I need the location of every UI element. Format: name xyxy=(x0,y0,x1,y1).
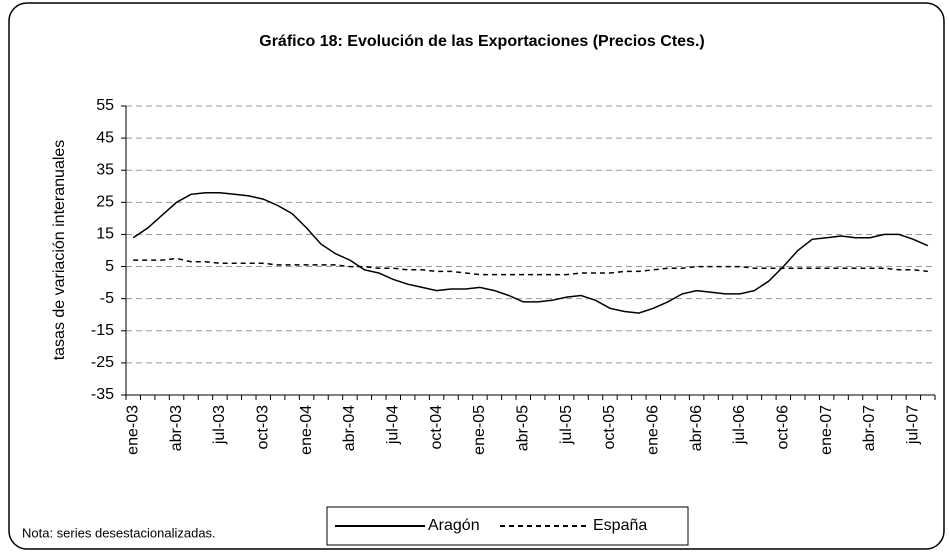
x-tick-label: oct-03 xyxy=(254,405,271,450)
y-tick-label: -25 xyxy=(91,354,114,371)
x-tick-label: jul-03 xyxy=(211,405,228,445)
y-tick-label: 45 xyxy=(96,129,114,146)
y-tick-label: -15 xyxy=(91,322,114,339)
x-tick-label: oct-05 xyxy=(601,405,618,450)
x-tick-label: ene-07 xyxy=(818,405,835,455)
x-tick-label: ene-03 xyxy=(124,405,141,455)
x-tick-label: abr-07 xyxy=(861,405,878,451)
y-tick-label: 5 xyxy=(105,258,114,275)
x-tick-label: ene-04 xyxy=(298,405,315,455)
x-tick-label: abr-03 xyxy=(168,405,185,451)
x-tick-label: jul-06 xyxy=(731,405,748,445)
legend-label: España xyxy=(593,517,647,534)
y-tick-label: 25 xyxy=(96,194,114,211)
series-line xyxy=(132,191,929,314)
y-axis-label: tasas de variación interanuales xyxy=(51,140,68,361)
x-tick-label: jul-07 xyxy=(905,405,922,445)
x-tick-label: ene-06 xyxy=(645,405,662,455)
x-tick-label: abr-04 xyxy=(341,405,358,451)
x-tick-label: abr-06 xyxy=(688,405,705,451)
x-tick-label: oct-04 xyxy=(428,405,445,450)
chart-title: Gráfico 18: Evolución de las Exportacion… xyxy=(259,33,704,50)
y-tick-label: -5 xyxy=(100,290,114,307)
frame xyxy=(8,2,945,550)
y-tick-label: 15 xyxy=(96,226,114,243)
x-tick-label: ene-05 xyxy=(471,405,488,455)
y-tick-label: 35 xyxy=(96,161,114,178)
series-line xyxy=(133,257,928,276)
x-tick-label: jul-05 xyxy=(558,405,575,445)
legend-label: Aragón xyxy=(428,517,480,534)
y-tick-label: 55 xyxy=(96,97,114,114)
x-tick-label: jul-04 xyxy=(384,405,401,445)
x-tick-label: abr-05 xyxy=(514,405,531,451)
x-tick-label: oct-06 xyxy=(775,405,792,450)
note: Nota: series desestacionalizadas. xyxy=(22,525,216,540)
y-tick-label: -35 xyxy=(91,386,114,403)
